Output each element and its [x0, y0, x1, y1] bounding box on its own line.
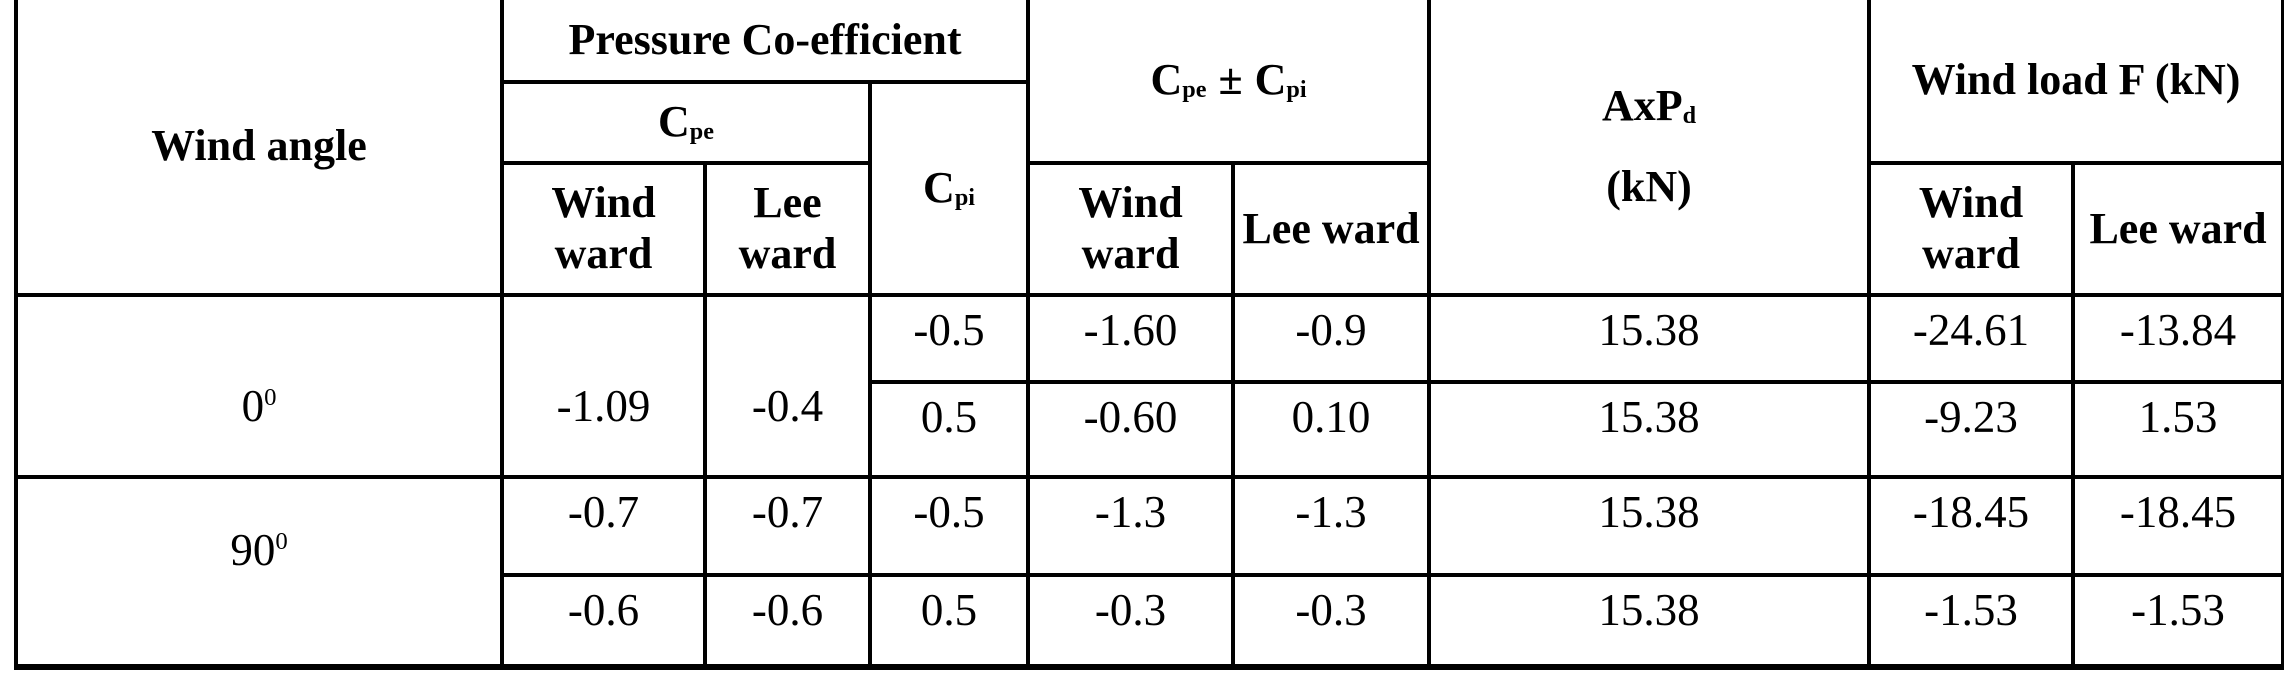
cell-90r2-net-leeward: -0.3 [1231, 573, 1432, 670]
header-pressure-coefficient: Pressure Co-efficient [499, 0, 1031, 84]
cell-90r2-axpd: 15.38 [1427, 573, 1872, 670]
cell-90r1-cpe-leeward: -0.7 [703, 475, 872, 577]
axpd-unit: (kN) [1606, 161, 1692, 211]
header-cpi: Cpi [867, 80, 1031, 297]
cpi-sub: pi [1286, 76, 1307, 104]
header-f-windward: Wind ward [1867, 161, 2076, 297]
cell-90r2-cpe-leeward: -0.6 [703, 573, 872, 670]
header-wind-load-f: Wind load F (kN) [1867, 0, 2284, 165]
cell-angle-0: 00 [14, 293, 504, 479]
cell-0r2-net-leeward: 0.10 [1231, 380, 1432, 479]
cpi-base: C [1254, 55, 1287, 105]
cell-0r1-axpd: 15.38 [1427, 293, 1872, 384]
cell-90r2-net-windward: -0.3 [1026, 573, 1236, 670]
cell-90r1-cpi: -0.5 [867, 475, 1031, 577]
header-cpe: Cpe [500, 80, 872, 165]
cell-90r2-f-leeward: -1.53 [2071, 573, 2284, 670]
header-axpd: AxPd (kN) [1427, 0, 1872, 297]
cell-90r2-cpe-windward: -0.6 [500, 573, 707, 670]
cell-90r1-f-leeward: -18.45 [2071, 475, 2284, 577]
cell-90r1-net-leeward: -1.3 [1231, 475, 1432, 577]
axpd-formula: AxPd [1601, 80, 1697, 130]
header-f-leeward: Lee ward [2071, 161, 2284, 297]
cell-0r2-f-windward: -9.23 [1867, 380, 2076, 479]
cell-90r2-f-windward: -1.53 [1867, 573, 2076, 670]
cell-0r2-cpi: 0.5 [867, 380, 1031, 479]
cell-0r1-f-leeward: -13.84 [2071, 293, 2284, 384]
cpe-base: C [1150, 55, 1183, 105]
header-net-windward: Wind ward [1026, 161, 1236, 297]
cell-0-cpe-windward: -1.09 [500, 293, 707, 479]
cell-angle-90: 900 [14, 475, 504, 670]
cell-90r1-axpd: 15.38 [1427, 475, 1872, 577]
cell-0r1-f-windward: -24.61 [1867, 293, 2076, 384]
header-cpe-leeward: Lee ward [703, 161, 872, 297]
cell-0r2-f-leeward: 1.53 [2071, 380, 2284, 479]
wind-load-table: Wind angle Pressure Co-efficient Cpe ± Cpi… [14, 0, 2284, 670]
cell-0r1-cpi: -0.5 [867, 293, 1031, 384]
cell-90r1-net-windward: -1.3 [1026, 475, 1236, 577]
cell-0r1-net-windward: -1.60 [1026, 293, 1236, 384]
cpe-sub: pe [1182, 76, 1207, 104]
header-cpe-plus-minus-cpi: Cpe ± Cpi [1026, 0, 1432, 165]
cell-0r2-net-windward: -0.60 [1026, 380, 1236, 479]
cell-90r1-cpe-windward: -0.7 [500, 475, 707, 577]
cell-90r2-cpi: 0.5 [867, 573, 1031, 670]
header-wind-angle: Wind angle [14, 0, 504, 297]
cell-0-cpe-leeward: -0.4 [703, 293, 872, 479]
plus-minus-sign: ± [1218, 55, 1243, 105]
cell-0r2-axpd: 15.38 [1427, 380, 1872, 479]
cell-90r1-f-windward: -18.45 [1867, 475, 2076, 577]
header-net-leeward: Lee ward [1231, 161, 1432, 297]
cell-0r1-net-leeward: -0.9 [1231, 293, 1432, 384]
header-cpe-windward: Wind ward [500, 161, 707, 297]
